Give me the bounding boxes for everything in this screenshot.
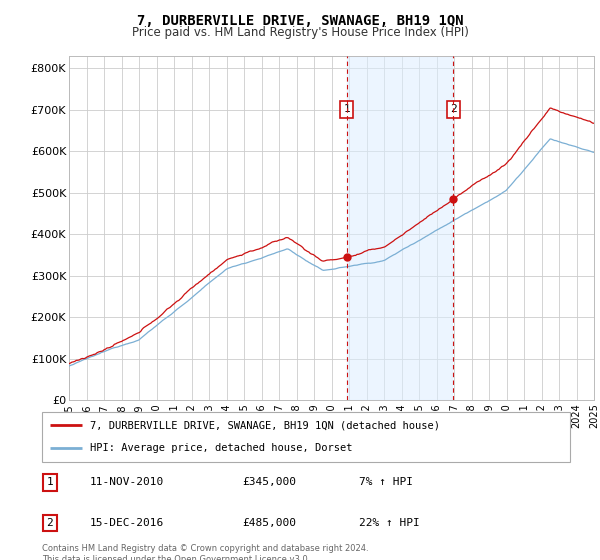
- Text: 1: 1: [47, 477, 53, 487]
- Text: Price paid vs. HM Land Registry's House Price Index (HPI): Price paid vs. HM Land Registry's House …: [131, 26, 469, 39]
- Text: 7% ↑ HPI: 7% ↑ HPI: [359, 477, 413, 487]
- Text: 2: 2: [450, 104, 457, 114]
- FancyBboxPatch shape: [42, 412, 570, 462]
- Text: £485,000: £485,000: [242, 518, 296, 528]
- Text: Contains HM Land Registry data © Crown copyright and database right 2024.
This d: Contains HM Land Registry data © Crown c…: [42, 544, 368, 560]
- Text: 7, DURBERVILLE DRIVE, SWANAGE, BH19 1QN (detached house): 7, DURBERVILLE DRIVE, SWANAGE, BH19 1QN …: [89, 420, 440, 430]
- Text: 2: 2: [47, 518, 53, 528]
- Text: 22% ↑ HPI: 22% ↑ HPI: [359, 518, 419, 528]
- Text: HPI: Average price, detached house, Dorset: HPI: Average price, detached house, Dors…: [89, 444, 352, 454]
- Text: 7, DURBERVILLE DRIVE, SWANAGE, BH19 1QN: 7, DURBERVILLE DRIVE, SWANAGE, BH19 1QN: [137, 14, 463, 28]
- Text: 11-NOV-2010: 11-NOV-2010: [89, 477, 164, 487]
- Text: 1: 1: [343, 104, 350, 114]
- Text: 15-DEC-2016: 15-DEC-2016: [89, 518, 164, 528]
- Text: £345,000: £345,000: [242, 477, 296, 487]
